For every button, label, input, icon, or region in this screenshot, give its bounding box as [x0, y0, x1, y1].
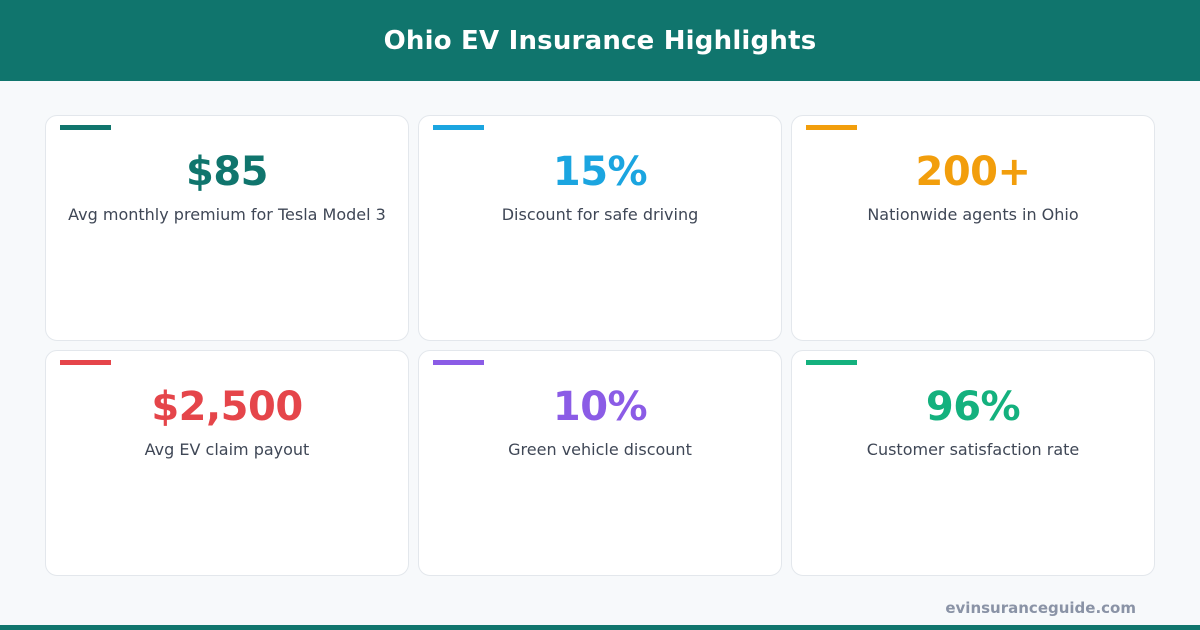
stat-label: Customer satisfaction rate — [866, 440, 1080, 459]
footer-site-link[interactable]: evinsuranceguide.com — [945, 599, 1136, 617]
stat-card-agents: 200+ Nationwide agents in Ohio — [791, 115, 1155, 341]
stat-label: Green vehicle discount — [508, 440, 692, 459]
accent-bar — [60, 360, 111, 365]
page-title: Ohio EV Insurance Highlights — [383, 25, 817, 56]
stat-card-green-discount: 10% Green vehicle discount — [418, 350, 782, 576]
stat-value: 10% — [552, 384, 648, 430]
accent-bar — [806, 125, 857, 130]
stat-card-safe-driving-discount: 15% Discount for safe driving — [418, 115, 782, 341]
stat-value: 15% — [552, 149, 648, 195]
footer-bar — [0, 625, 1200, 630]
stat-value: 200+ — [915, 149, 1031, 195]
header-banner: Ohio EV Insurance Highlights — [0, 0, 1200, 81]
stat-value: $2,500 — [151, 384, 303, 430]
stat-value: $85 — [186, 149, 269, 195]
stat-label: Discount for safe driving — [501, 205, 699, 224]
accent-bar — [433, 125, 484, 130]
stats-grid: $85 Avg monthly premium for Tesla Model … — [45, 115, 1155, 576]
accent-bar — [433, 360, 484, 365]
stat-value: 96% — [925, 384, 1021, 430]
stat-label: Avg monthly premium for Tesla Model 3 — [68, 205, 386, 224]
accent-bar — [60, 125, 111, 130]
stat-label: Avg EV claim payout — [144, 440, 310, 459]
stat-card-satisfaction: 96% Customer satisfaction rate — [791, 350, 1155, 576]
accent-bar — [806, 360, 857, 365]
stat-card-monthly-premium: $85 Avg monthly premium for Tesla Model … — [45, 115, 409, 341]
stat-label: Nationwide agents in Ohio — [867, 205, 1079, 224]
stat-card-claim-payout: $2,500 Avg EV claim payout — [45, 350, 409, 576]
